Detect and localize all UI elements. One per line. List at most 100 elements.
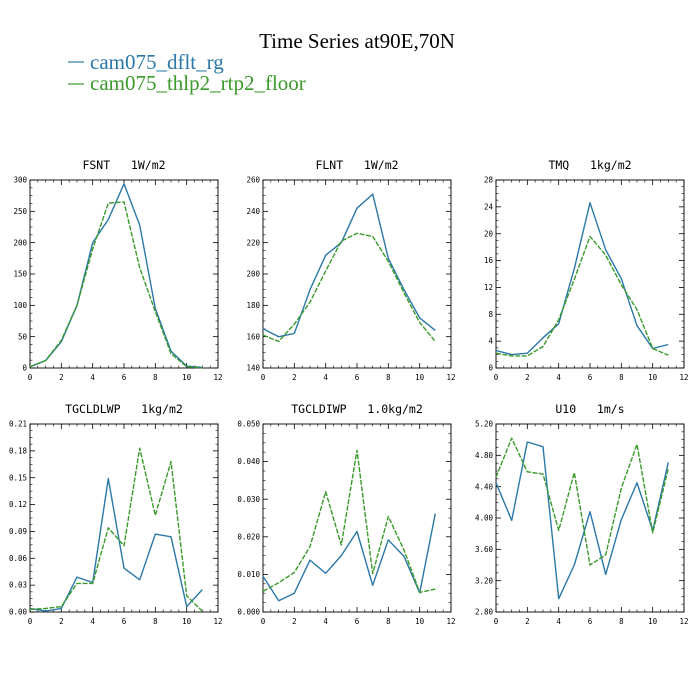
series-line-floor (262, 449, 436, 594)
y-tick-label: 4 (488, 337, 493, 346)
x-tick-label: 0 (28, 617, 33, 626)
y-tick-label: 0.03 (9, 581, 27, 590)
series-line-dflt (29, 477, 203, 612)
x-tick-label: 6 (122, 373, 127, 382)
y-tick-label: 160 (246, 332, 260, 341)
y-tick-label: 220 (246, 238, 260, 247)
x-tick-label: 0 (261, 617, 266, 626)
x-tick-label: 10 (182, 373, 192, 382)
chart-panel-1: FLNT 1W/m2 0 2 4 6 8 10 12 140 160 180 200 220 240 260 (246, 158, 455, 382)
series-line-floor (495, 437, 669, 566)
panel-title: TGCLDLWP 1kg/m2 (65, 402, 183, 416)
x-tick-label: 10 (648, 373, 658, 382)
y-tick-label: 0.18 (9, 446, 28, 455)
y-tick-label: 0.12 (9, 500, 27, 509)
x-tick-label: 2 (59, 373, 64, 382)
legend-label-dflt: cam075_dflt_rg (90, 50, 224, 74)
x-tick-label: 2 (525, 617, 530, 626)
panel-title: U10 1m/s (555, 402, 624, 416)
x-tick-label: 6 (588, 617, 593, 626)
y-tick-label: 0.040 (237, 457, 260, 466)
y-tick-label: 4.40 (475, 482, 494, 491)
panel-title: TGCLDIWP 1.0kg/m2 (291, 402, 423, 416)
y-tick-label: 0.15 (9, 473, 27, 482)
y-tick-label: 24 (484, 202, 494, 211)
x-tick-label: 10 (415, 373, 425, 382)
chart-panels: FSNT 1W/m20 2 4 6 8 10 12050100150200250300FLN… (9, 158, 689, 626)
figure-title: Time Series at90E,70N (259, 29, 455, 53)
x-tick-label: 12 (213, 617, 222, 626)
y-tick-label: 150 (13, 270, 27, 279)
y-tick-label: 0.21 (9, 420, 27, 429)
y-tick-label: 50 (18, 332, 28, 341)
y-tick-label: 20 (484, 229, 494, 238)
x-tick-label: 12 (213, 373, 222, 382)
x-tick-label: 2 (292, 617, 297, 626)
x-tick-label: 6 (588, 373, 593, 382)
y-tick-label: 3.60 (475, 545, 494, 554)
y-tick-label: 300 (13, 176, 27, 185)
x-tick-label: 0 (261, 373, 266, 382)
series-line-floor (495, 235, 669, 357)
y-tick-label: 100 (13, 301, 27, 310)
y-tick-label: 0.020 (237, 532, 260, 541)
y-tick-label: 0 (488, 364, 493, 373)
x-tick-label: 8 (386, 373, 391, 382)
x-tick-label: 8 (386, 617, 391, 626)
y-tick-label: 8 (488, 310, 493, 319)
x-tick-label: 8 (619, 617, 624, 626)
y-tick-label: 200 (13, 238, 27, 247)
x-tick-label: 6 (355, 373, 360, 382)
chart-panel-0: FSNT 1W/m2 0 2 4 6 8 10 12 0 50 100 150 200 250 300 (13, 158, 222, 382)
x-tick-label: 4 (323, 373, 328, 382)
x-tick-label: 10 (182, 617, 192, 626)
y-tick-label: 200 (246, 270, 260, 279)
x-tick-label: 4 (90, 373, 95, 382)
y-tick-label: 0.010 (237, 570, 260, 579)
y-tick-label: 3.20 (475, 576, 494, 585)
y-tick-label: 250 (13, 207, 27, 216)
series-line-dflt (495, 202, 669, 356)
y-tick-label: 0 (22, 364, 27, 373)
x-tick-label: 8 (153, 373, 158, 382)
x-tick-label: 0 (494, 617, 499, 626)
series-line-dflt (262, 513, 436, 602)
series-line-dflt (495, 441, 669, 600)
x-tick-label: 12 (446, 617, 455, 626)
y-tick-label: 2.80 (475, 608, 494, 617)
y-tick-label: 28 (484, 176, 494, 185)
y-tick-label: 180 (246, 301, 260, 310)
y-tick-label: 4.00 (475, 514, 494, 523)
y-tick-label: 0.050 (237, 420, 260, 429)
y-tick-label: 0.00 (9, 608, 28, 617)
series-line-floor (262, 232, 436, 343)
series-line-dflt (262, 193, 436, 338)
y-tick-label: 260 (246, 176, 260, 185)
y-tick-label: 0.09 (9, 527, 27, 536)
plot-frame (29, 423, 219, 613)
x-tick-label: 4 (90, 617, 95, 626)
panel-title: FLNT 1W/m2 (315, 158, 398, 172)
x-tick-label: 4 (556, 373, 561, 382)
x-tick-label: 6 (122, 617, 127, 626)
series-line-floor (29, 201, 203, 369)
y-tick-label: 140 (246, 364, 260, 373)
plot-frame (29, 179, 219, 369)
x-tick-label: 8 (153, 617, 158, 626)
y-tick-label: 0.000 (237, 608, 260, 617)
legend: cam075_dflt_rg cam075_thlp2_rtp2_floor (68, 50, 306, 95)
x-tick-label: 4 (323, 617, 328, 626)
x-tick-label: 8 (619, 373, 624, 382)
y-tick-label: 0.030 (237, 495, 260, 504)
chart-panel-5: U10 1m/s 0 2 4 6 8 10 12 2.80 3.20 3.60 4.00 4.40 4.8… (475, 402, 689, 626)
y-tick-label: 0.06 (9, 554, 28, 563)
x-tick-label: 2 (59, 617, 64, 626)
x-tick-label: 10 (415, 617, 425, 626)
panel-title: FSNT 1W/m2 (82, 158, 165, 172)
y-tick-label: 5.20 (475, 420, 494, 429)
x-tick-label: 0 (494, 373, 499, 382)
x-tick-label: 12 (446, 373, 455, 382)
panel-title: TMQ 1kg/m2 (548, 158, 631, 172)
